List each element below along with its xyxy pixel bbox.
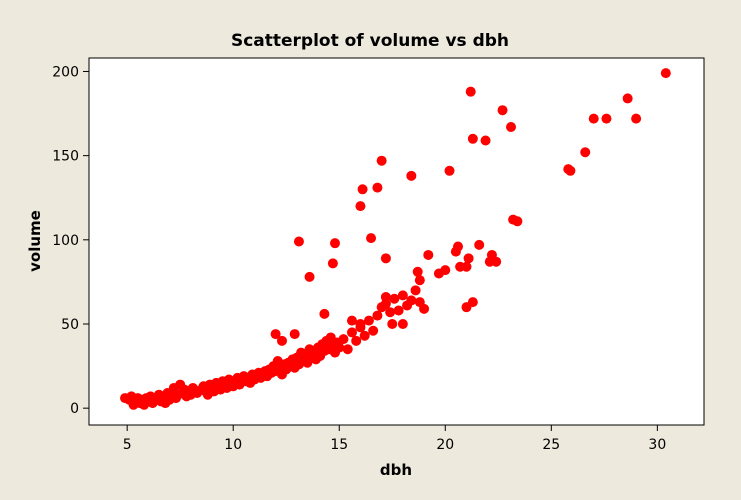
data-point — [491, 256, 502, 267]
x-axis-label: dbh — [380, 461, 412, 479]
data-point — [293, 236, 304, 247]
data-point — [366, 233, 377, 244]
data-point — [346, 315, 357, 326]
data-point — [463, 253, 474, 264]
data-point — [397, 318, 408, 329]
data-points — [120, 68, 671, 410]
x-tick-label: 10 — [224, 437, 242, 453]
data-point — [342, 344, 353, 355]
data-point — [380, 253, 391, 264]
data-point — [580, 147, 591, 158]
data-point — [357, 184, 368, 195]
x-tick-label: 5 — [123, 437, 132, 453]
data-point — [497, 105, 508, 116]
data-point — [389, 293, 400, 304]
data-point — [406, 295, 417, 306]
data-point — [512, 216, 523, 227]
data-point — [351, 335, 362, 346]
data-point — [480, 135, 491, 146]
data-point — [467, 133, 478, 144]
y-tick-label: 150 — [52, 149, 79, 165]
data-point — [276, 335, 287, 346]
data-point — [289, 329, 300, 340]
y-tick-label: 200 — [52, 64, 79, 80]
data-point — [319, 308, 330, 319]
data-point — [406, 170, 417, 181]
data-point — [414, 275, 425, 286]
data-point — [304, 271, 315, 282]
data-point — [393, 305, 404, 316]
data-point — [461, 261, 472, 272]
data-point — [506, 122, 517, 133]
data-point — [601, 113, 612, 124]
data-point — [622, 93, 633, 104]
data-point — [565, 165, 576, 176]
data-point — [465, 86, 476, 97]
data-point — [467, 297, 478, 308]
data-point — [631, 113, 642, 124]
data-point — [363, 315, 374, 326]
y-tick-label: 100 — [52, 233, 79, 249]
data-point — [359, 330, 370, 341]
data-point — [334, 342, 345, 353]
data-point — [372, 182, 383, 193]
y-axis-label: volume — [26, 210, 44, 272]
data-point — [327, 258, 338, 269]
data-point — [660, 68, 671, 79]
data-point — [419, 303, 430, 314]
data-point — [397, 290, 408, 301]
plot-area — [88, 57, 705, 426]
data-point — [588, 113, 599, 124]
data-point — [380, 292, 391, 303]
data-point — [376, 155, 387, 166]
data-point — [346, 327, 357, 338]
data-point — [474, 239, 485, 250]
data-point — [387, 318, 398, 329]
data-point — [440, 265, 451, 276]
y-tick-label: 0 — [70, 401, 79, 417]
data-point — [410, 285, 421, 296]
data-point — [355, 201, 366, 212]
data-point — [444, 165, 455, 176]
x-axis-ticks: 5 10 15 20 25 30 — [123, 425, 666, 453]
x-tick-label: 15 — [330, 437, 348, 453]
y-tick-label: 50 — [61, 317, 79, 333]
data-point — [423, 249, 434, 260]
data-point — [330, 238, 340, 249]
chart-title: Scatterplot of volume vs dbh — [231, 31, 509, 51]
data-point — [270, 329, 281, 340]
y-axis-ticks: 0 50 100 150 200 — [52, 64, 89, 417]
x-tick-label: 30 — [648, 437, 666, 453]
x-tick-label: 25 — [542, 437, 560, 453]
data-point — [355, 318, 366, 329]
data-point — [368, 325, 379, 336]
data-point — [372, 310, 383, 321]
data-point — [385, 307, 396, 318]
data-point — [338, 334, 349, 345]
data-point — [453, 241, 463, 252]
data-point — [412, 266, 423, 277]
x-tick-label: 20 — [436, 437, 454, 453]
